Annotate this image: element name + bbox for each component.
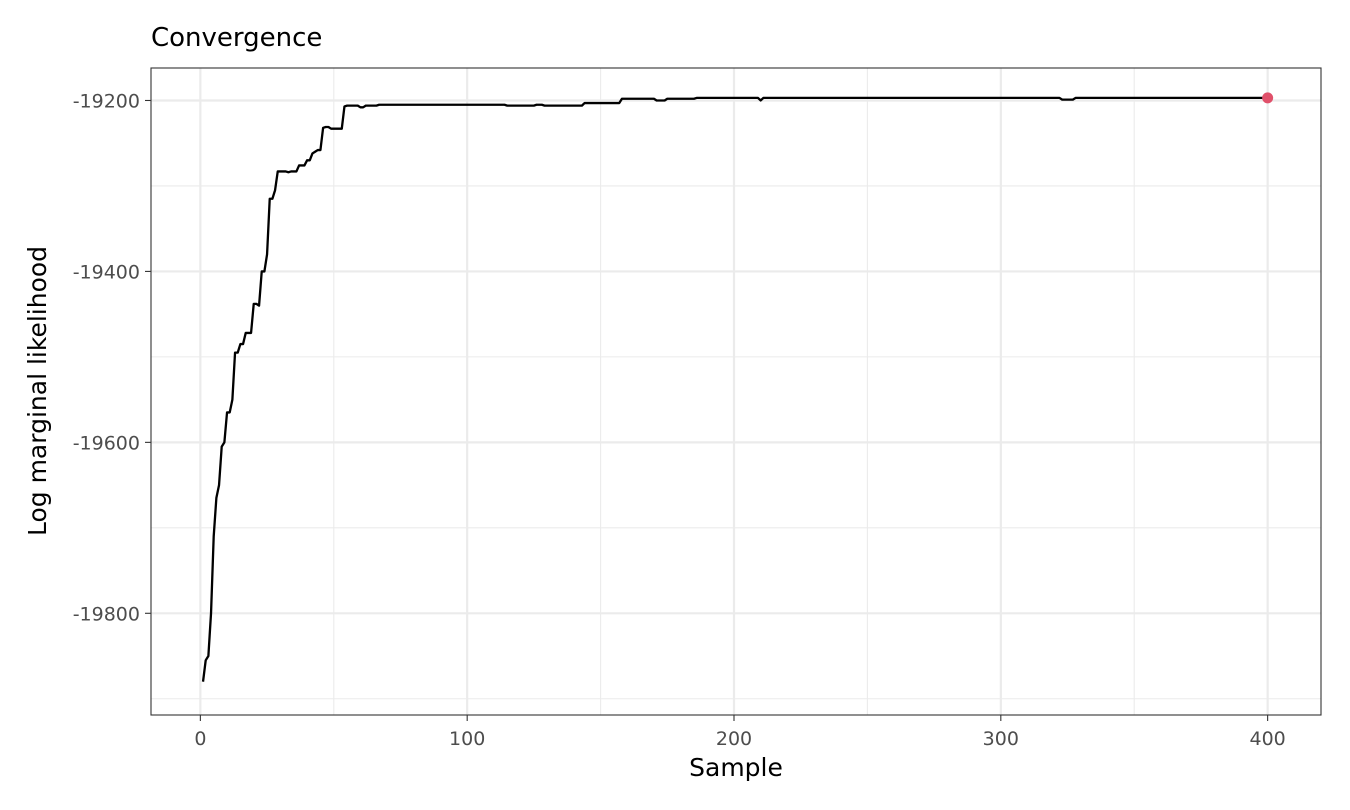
series-line (201, 96, 1268, 682)
x-axis: 0 100 200 300 400 (194, 715, 1286, 750)
x-tick-label: 100 (449, 728, 485, 750)
y-axis-title: Log marginal likelihood (23, 246, 52, 536)
y-tick-label: -19200 (73, 90, 140, 112)
chart-title: Convergence (151, 23, 322, 53)
plot-panel (151, 68, 1321, 715)
x-tick-label: 400 (1250, 728, 1286, 750)
series-layer (201, 92, 1274, 682)
final-sample-point (1262, 92, 1274, 104)
x-tick-label: 0 (194, 728, 206, 750)
y-axis: -19800 -19600 -19400 -19200 (73, 90, 151, 625)
y-tick-label: -19800 (73, 603, 140, 625)
panel-border (150, 67, 1322, 716)
major-gridlines (151, 68, 1321, 715)
x-axis-title: Sample (689, 753, 783, 782)
x-tick-label: 300 (983, 728, 1019, 750)
y-tick-label: -19600 (73, 432, 140, 454)
y-tick-label: -19400 (73, 261, 140, 283)
x-tick-label: 200 (716, 728, 752, 750)
minor-gridlines (151, 68, 1321, 715)
